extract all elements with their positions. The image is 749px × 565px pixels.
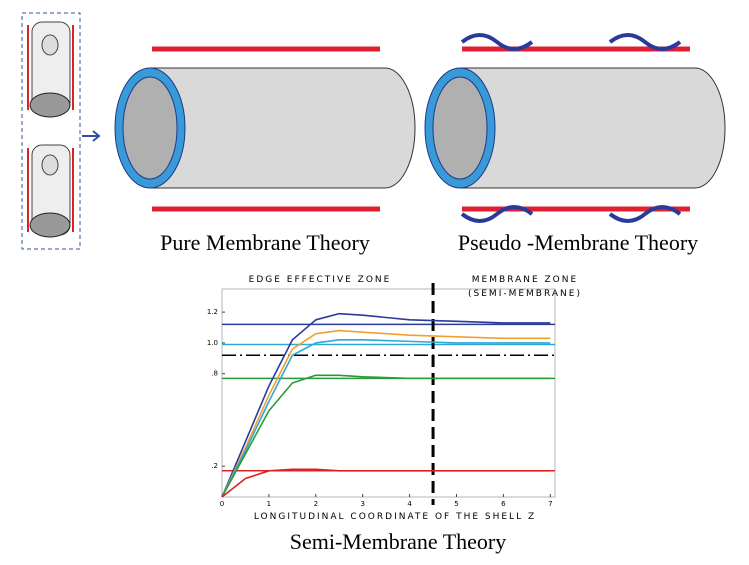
- plot-frame: [221, 288, 556, 498]
- zone-label: EDGE EFFECTIVE ZONE: [249, 275, 392, 285]
- zone-label: MEMBRANE ZONE: [472, 275, 578, 285]
- y-tick-label: .2: [211, 462, 218, 470]
- pseudo-cylinder: [424, 33, 726, 223]
- y-tick-label: 1.2: [207, 308, 218, 316]
- x-tick-label: 1: [267, 500, 271, 508]
- diagram-title: Pseudo -Membrane Theory: [458, 230, 698, 255]
- thumbnail-panel: [21, 12, 101, 250]
- pure-cylinder: [114, 46, 416, 212]
- x-axis-label: LONGITUDINAL COORDINATE OF THE SHELL Z: [254, 512, 536, 522]
- x-tick-label: 3: [360, 500, 364, 508]
- y-tick-label: 1.0: [207, 339, 218, 347]
- x-tick-label: 5: [454, 500, 458, 508]
- x-tick-label: 6: [501, 500, 506, 508]
- series-line: [221, 312, 551, 498]
- series-line: [221, 339, 551, 498]
- series-line: [221, 329, 551, 498]
- series-line: [221, 374, 551, 498]
- zone-label: (SEMI-MEMBRANE): [468, 289, 582, 299]
- y-tick-label: .8: [211, 370, 218, 378]
- chart-title: Semi-Membrane Theory: [290, 529, 506, 554]
- x-tick-label: 0: [220, 500, 224, 508]
- diagram-title: Pure Membrane Theory: [160, 230, 370, 255]
- series-line: [221, 468, 551, 498]
- x-tick-label: 2: [314, 500, 318, 508]
- x-tick-label: 7: [548, 500, 552, 508]
- x-tick-label: 4: [407, 500, 412, 508]
